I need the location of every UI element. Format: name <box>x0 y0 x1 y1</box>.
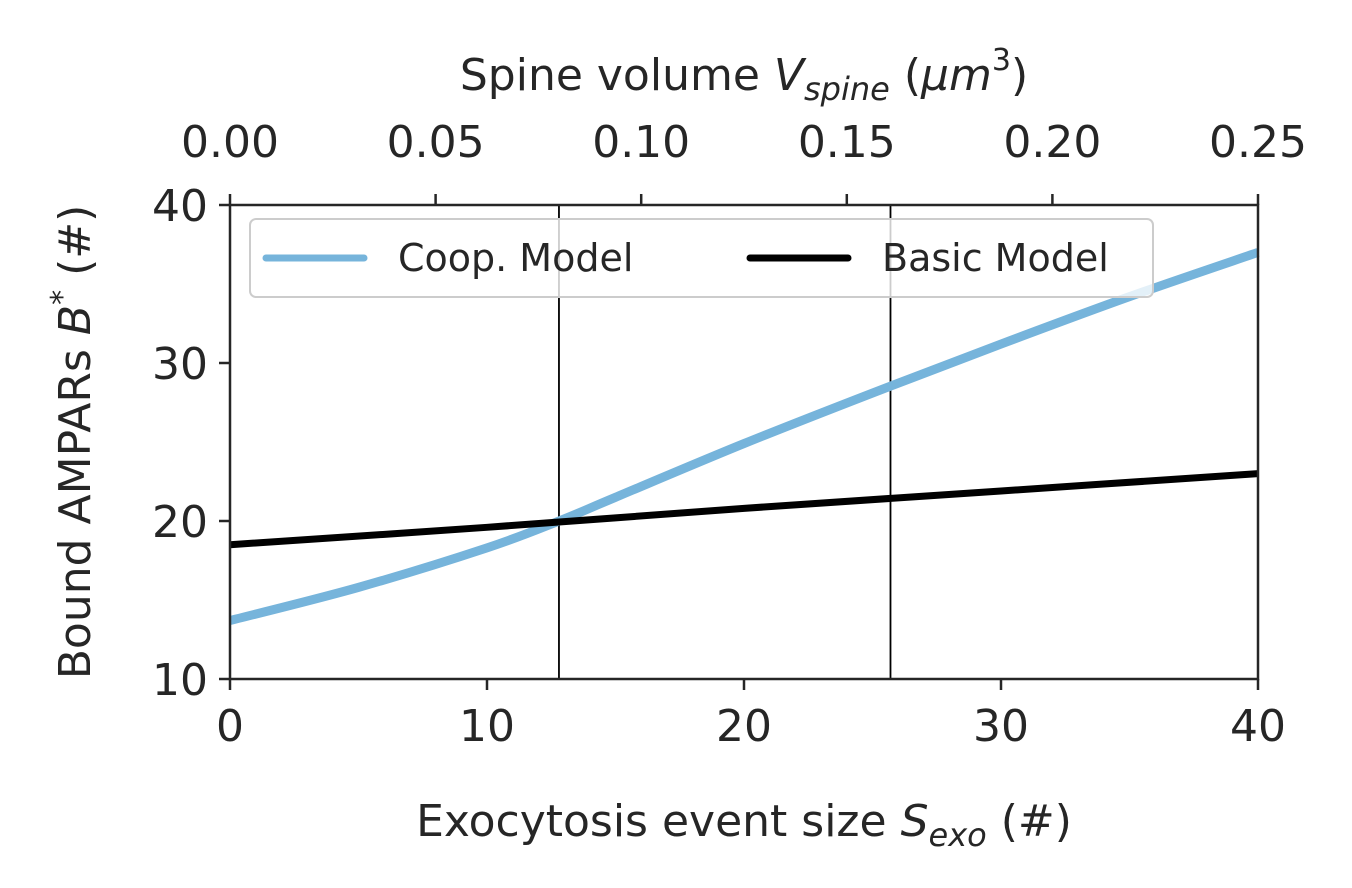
legend-box <box>249 218 1154 298</box>
x-tick-label: 20 <box>716 701 772 752</box>
y-tick-label: 20 <box>152 497 208 548</box>
x-axis-label: Exocytosis event size Sexo (#) <box>416 796 1072 854</box>
tick-marks <box>219 194 1260 690</box>
top-tick-label: 0.10 <box>592 117 690 168</box>
y-axis-label: Bound AMPARs B* (#) <box>45 205 101 680</box>
y-tick-label: 10 <box>152 655 208 706</box>
top-tick-label: 0.25 <box>1209 117 1307 168</box>
top-tick-label: 0.05 <box>387 117 485 168</box>
series-line-basic-model <box>229 470 1259 549</box>
series-lines <box>228 248 1260 625</box>
y-tick-label: 40 <box>152 181 208 232</box>
x-tick-label: 10 <box>459 701 515 752</box>
legend-label-coop: Coop. Model <box>398 236 633 280</box>
x-tick-label: 40 <box>1230 701 1286 752</box>
top-tick-label: 0.15 <box>798 117 896 168</box>
top-axis-label: Spine volume Vspine (μm3) <box>460 43 1028 108</box>
tick-labels: 0 10 20 30 400.00 0.05 0.10 0.15 0.20 0.251020304… <box>152 117 1307 752</box>
x-tick-label: 0 <box>216 701 244 752</box>
top-tick-label: 0.00 <box>181 117 279 168</box>
legend: Coop. Model Basic Model <box>249 218 1154 298</box>
top-tick-label: 0.20 <box>1003 117 1101 168</box>
y-tick-label: 30 <box>152 339 208 390</box>
legend-label-basic: Basic Model <box>882 236 1109 280</box>
x-tick-label: 30 <box>973 701 1029 752</box>
series-line-coop-model <box>228 248 1260 625</box>
